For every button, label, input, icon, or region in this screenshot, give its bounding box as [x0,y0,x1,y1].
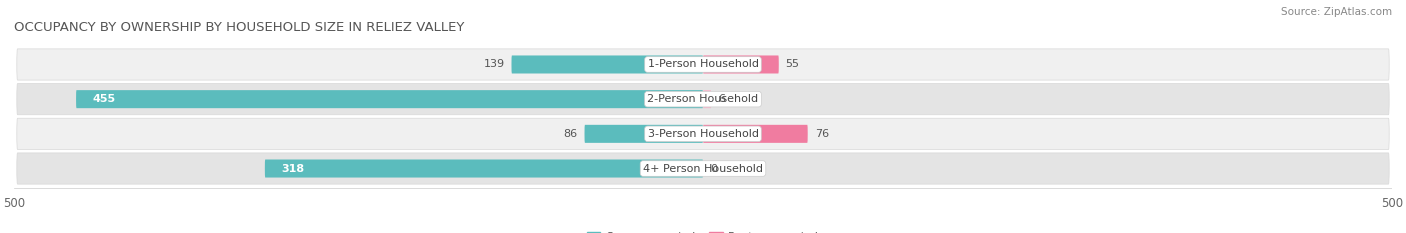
FancyBboxPatch shape [703,90,711,108]
Text: 2-Person Household: 2-Person Household [647,94,759,104]
FancyBboxPatch shape [512,55,703,73]
FancyBboxPatch shape [76,90,703,108]
FancyBboxPatch shape [17,49,1389,80]
Text: 86: 86 [564,129,578,139]
Text: Source: ZipAtlas.com: Source: ZipAtlas.com [1281,7,1392,17]
Text: 4+ Person Household: 4+ Person Household [643,164,763,174]
Text: 76: 76 [814,129,828,139]
FancyBboxPatch shape [585,125,703,143]
Text: 1-Person Household: 1-Person Household [648,59,758,69]
Legend: Owner-occupied, Renter-occupied: Owner-occupied, Renter-occupied [586,232,820,233]
FancyBboxPatch shape [703,55,779,73]
FancyBboxPatch shape [17,84,1389,115]
FancyBboxPatch shape [17,153,1389,184]
FancyBboxPatch shape [703,125,807,143]
Text: 318: 318 [281,164,305,174]
Text: 55: 55 [786,59,800,69]
Text: 3-Person Household: 3-Person Household [648,129,758,139]
Text: 6: 6 [718,94,725,104]
Text: 139: 139 [484,59,505,69]
FancyBboxPatch shape [264,160,703,178]
FancyBboxPatch shape [17,118,1389,149]
Text: 455: 455 [93,94,115,104]
Text: 0: 0 [710,164,717,174]
Text: OCCUPANCY BY OWNERSHIP BY HOUSEHOLD SIZE IN RELIEZ VALLEY: OCCUPANCY BY OWNERSHIP BY HOUSEHOLD SIZE… [14,21,464,34]
